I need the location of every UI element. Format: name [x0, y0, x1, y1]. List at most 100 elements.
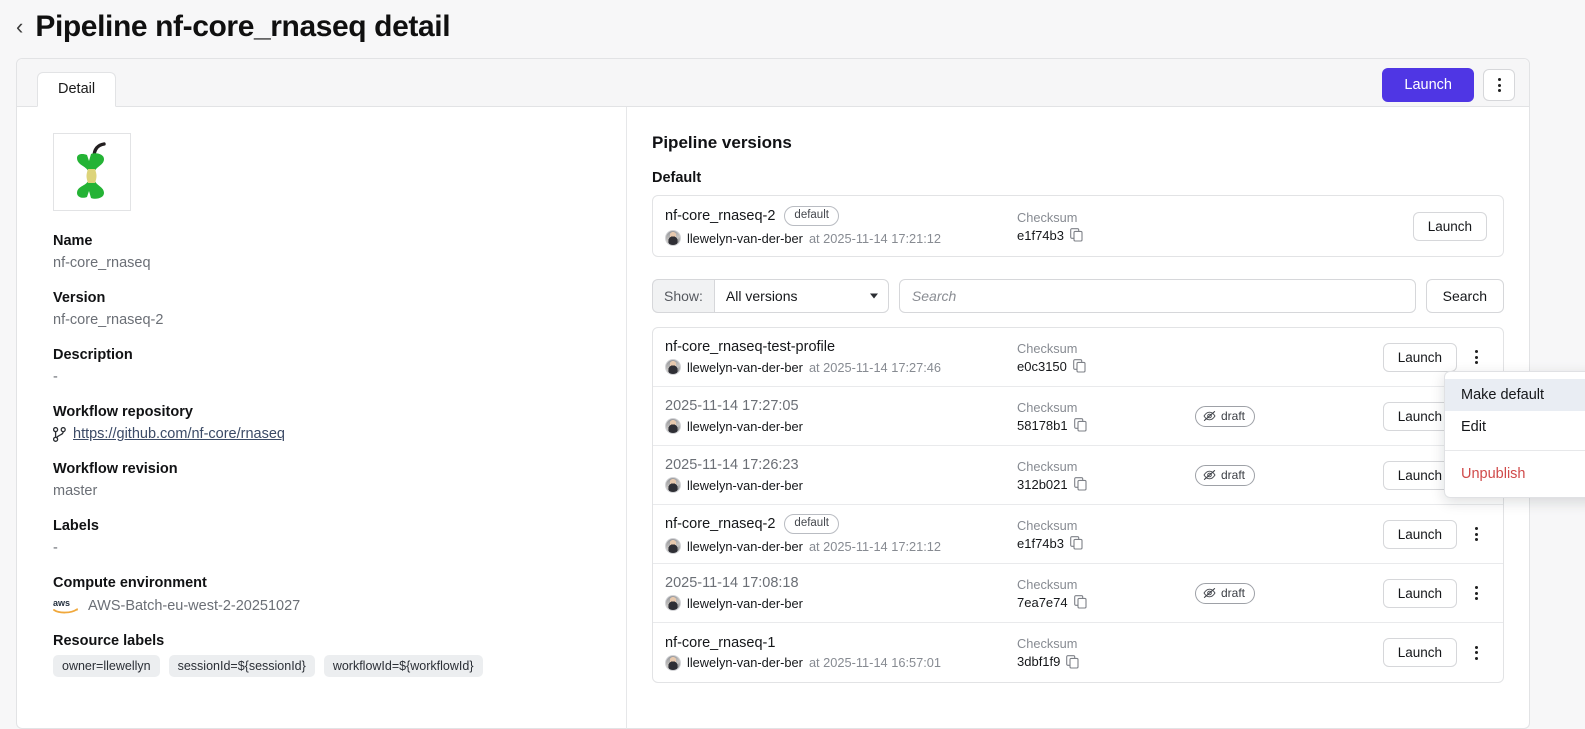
table-row[interactable]: nf-core_rnaseq-1 llewelyn-van-der-ber at… — [653, 623, 1503, 682]
field-resource-labels: Resource labels owner=llewellyn sessionI… — [53, 633, 626, 677]
version-user: llewelyn-van-der-ber — [687, 418, 803, 434]
version-user: llewelyn-van-der-ber — [687, 595, 803, 611]
eye-off-icon — [1203, 470, 1216, 480]
field-labels: Labels - — [53, 518, 626, 556]
page-header: ‹ Pipeline nf-core_rnaseq detail — [0, 0, 1585, 48]
tab-actions: Launch — [1382, 68, 1515, 102]
field-description: Description - — [53, 347, 626, 385]
kebab-menu-icon — [1474, 527, 1478, 541]
field-version-label: Version — [53, 290, 106, 306]
field-labels-label: Labels — [53, 518, 99, 534]
version-name: 2025-11-14 17:26:23 — [665, 457, 799, 473]
checksum-label: Checksum — [1017, 576, 1078, 592]
menu-item-unpublish[interactable]: Unpublish — [1461, 466, 1526, 482]
kebab-menu-icon — [1474, 645, 1478, 660]
table-row[interactable]: nf-core_rnaseq-2 default llewelyn-van-de… — [653, 505, 1503, 564]
nf-core-apple-core-logo — [77, 142, 106, 199]
version-name: nf-core_rnaseq-2 — [665, 515, 776, 532]
avatar — [665, 230, 681, 247]
copy-icon[interactable] — [1073, 418, 1087, 432]
version-user: llewelyn-van-der-ber — [687, 359, 803, 375]
row-more-options-button[interactable] — [1463, 521, 1489, 547]
default-badge: default — [784, 513, 839, 535]
checksum-label: Checksum — [1017, 399, 1078, 415]
show-label: Show: — [652, 279, 714, 313]
table-row[interactable]: nf-core_rnaseq-test-profile llewelyn-van… — [653, 328, 1503, 387]
detail-card: Detail Launch Name nf-core_rnaseq — [16, 58, 1585, 729]
compute-environment-value: AWS-Batch-eu-west-2-20251027 — [88, 597, 301, 614]
field-workflow-revision-label: Workflow revision — [53, 461, 178, 477]
version-user: llewelyn-van-der-ber — [687, 538, 803, 554]
versions-filter-bar: Show: All versions Search — [652, 279, 1504, 313]
resource-label-chip: sessionId=${sessionId} — [168, 655, 315, 677]
pipeline-versions-pane: Pipeline versions Default nf-core_rnaseq… — [627, 107, 1529, 729]
detail-pane: Name nf-core_rnaseq Version nf-core_rnas… — [17, 107, 627, 729]
versions-table: nf-core_rnaseq-test-profile llewelyn-van… — [652, 327, 1504, 683]
version-name: nf-core_rnaseq-1 — [665, 634, 776, 651]
search-button[interactable]: Search — [1425, 279, 1504, 313]
default-version-card: nf-core_rnaseq-2 default llewelyn-van-de… — [652, 195, 1504, 257]
version-user: llewelyn-van-der-ber — [687, 655, 803, 670]
row-launch-button[interactable]: Launch — [1382, 519, 1457, 549]
search-input[interactable] — [898, 279, 1416, 313]
menu-item-edit[interactable]: Edit — [1461, 419, 1486, 435]
draft-status-cell: draft — [1195, 582, 1313, 604]
status-badge-label: draft — [1221, 468, 1246, 482]
aws-logo-icon: aws — [53, 598, 78, 614]
copy-icon[interactable] — [1070, 228, 1083, 242]
table-row[interactable]: 2025-11-14 17:27:05 llewelyn-van-der-ber… — [653, 387, 1503, 446]
field-labels-value: - — [53, 540, 58, 556]
status-badge: draft — [1195, 464, 1256, 486]
resource-label-chip: owner=llewellyn — [53, 655, 160, 677]
field-workflow-repository: Workflow repository https://github.com/n… — [53, 404, 626, 442]
copy-icon[interactable] — [1070, 536, 1083, 550]
default-version-user: llewelyn-van-der-ber — [687, 230, 803, 246]
version-name: nf-core_rnaseq-test-profile — [665, 339, 836, 355]
field-name-label: Name — [53, 233, 93, 249]
row-launch-button[interactable]: Launch — [1382, 638, 1457, 667]
checksum-label: Checksum — [1017, 458, 1078, 474]
copy-icon[interactable] — [1073, 595, 1087, 609]
launch-button[interactable]: Launch — [1382, 68, 1474, 102]
row-launch-button[interactable]: Launch — [1382, 578, 1457, 608]
copy-icon[interactable] — [1073, 477, 1087, 491]
status-badge-label: draft — [1221, 409, 1246, 423]
eye-off-icon — [1203, 588, 1216, 598]
copy-icon[interactable] — [1066, 654, 1079, 669]
copy-icon[interactable] — [1073, 359, 1086, 373]
table-row[interactable]: 2025-11-14 17:26:23 llewelyn-van-der-ber… — [653, 446, 1503, 505]
checksum-label: Checksum — [1017, 209, 1078, 225]
field-compute-environment: Compute environment aws AWS-Batch-eu-wes… — [53, 575, 626, 614]
field-version-value: nf-core_rnaseq-2 — [53, 312, 164, 328]
more-options-button[interactable] — [1483, 69, 1515, 101]
kebab-menu-icon — [1474, 350, 1478, 364]
draft-status-cell: draft — [1195, 464, 1313, 486]
checksum-label: Checksum — [1017, 517, 1078, 533]
pipeline-versions-title: Pipeline versions — [652, 133, 792, 152]
workflow-repository-link[interactable]: https://github.com/nf-core/rnaseq — [73, 426, 285, 442]
status-badge: draft — [1195, 405, 1256, 427]
tab-detail[interactable]: Detail — [37, 72, 117, 107]
pipeline-logo — [53, 133, 131, 211]
default-version-launch-button[interactable]: Launch — [1412, 211, 1487, 241]
resource-label-chip: workflowId=${workflowId} — [323, 655, 483, 677]
menu-separator — [1445, 450, 1585, 451]
show-select[interactable]: All versions — [713, 279, 889, 313]
row-more-options-button[interactable] — [1463, 580, 1489, 606]
checksum-value: e1f74b3 — [1017, 227, 1064, 243]
status-badge-label: draft — [1221, 586, 1246, 600]
row-launch-button[interactable]: Launch — [1382, 342, 1457, 372]
avatar — [665, 477, 681, 493]
kebab-menu-icon — [1497, 78, 1501, 92]
default-version-name: nf-core_rnaseq-2 — [665, 207, 776, 224]
chevron-left-icon[interactable]: ‹ — [16, 14, 24, 39]
draft-status-cell: draft — [1195, 405, 1313, 427]
version-timestamp: at 2025-11-14 16:57:01 — [808, 655, 942, 670]
version-name: 2025-11-14 17:27:05 — [665, 398, 799, 414]
row-more-options-button[interactable] — [1463, 640, 1489, 666]
row-context-menu: Make default Edit Unpublish — [1444, 371, 1585, 498]
menu-item-make-default[interactable]: Make default — [1445, 379, 1585, 411]
resource-label-chips: owner=llewellyn sessionId=${sessionId} w… — [53, 655, 626, 677]
row-more-options-button[interactable] — [1463, 344, 1489, 370]
table-row[interactable]: 2025-11-14 17:08:18 llewelyn-van-der-ber… — [653, 564, 1503, 623]
